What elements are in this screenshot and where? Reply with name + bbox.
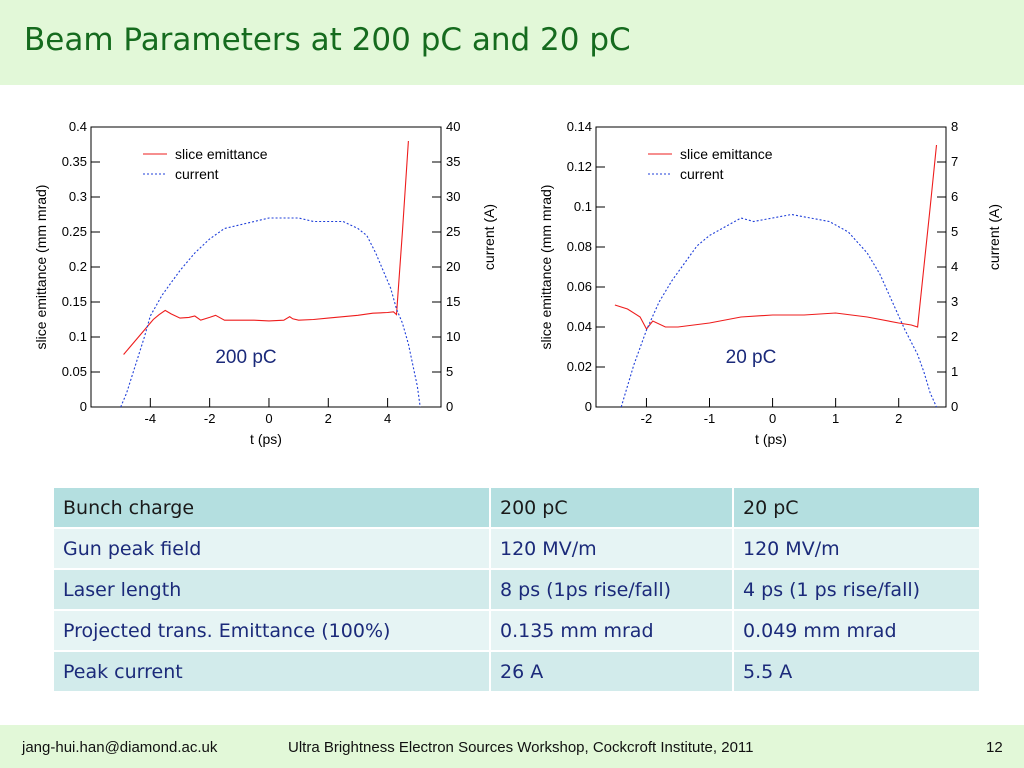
legend-label: slice emittance (680, 146, 773, 162)
y2-tick-label: 3 (951, 294, 958, 309)
y-tick-label: 0.3 (69, 189, 87, 204)
table-cell: 120 MV/m (732, 527, 981, 570)
chart-annotation: 20 pC (726, 347, 777, 368)
table-cell: 0.049 mm mrad (732, 609, 981, 652)
footer-event: Ultra Brightness Electron Sources Worksh… (288, 739, 754, 756)
y2-tick-label: 6 (951, 189, 958, 204)
slide-title: Beam Parameters at 200 pC and 20 pC (24, 22, 631, 58)
y2-tick-label: 7 (951, 154, 958, 169)
table-cell: Gun peak field (52, 527, 491, 570)
header-cell: Bunch charge (52, 486, 491, 529)
y2-tick-label: 15 (446, 294, 460, 309)
chart-annotation: 200 pC (215, 347, 276, 368)
chart-20pc: 0 0.02 0.04 0.06 0.08 0.1 0.12 0.14 0 1 2 3 4 5 6 7 8 -2 -… (538, 119, 1002, 447)
x-tick-label: -2 (204, 411, 216, 426)
series-line-slice-emittance (123, 140, 409, 355)
y2-tick-label: 5 (446, 364, 453, 379)
table-row: Peak current 26 A 5.5 A (52, 650, 981, 693)
y-tick-label: 0.08 (567, 239, 592, 254)
x-tick-label: 2 (325, 411, 332, 426)
header-cell: 20 pC (732, 486, 981, 529)
table-cell: 0.135 mm mrad (489, 609, 734, 652)
y-tick-label: 0.05 (62, 364, 87, 379)
y-tick-label: 0.4 (69, 119, 87, 134)
table-row: Gun peak field 120 MV/m 120 MV/m (52, 527, 981, 570)
y2-tick-label: 2 (951, 329, 958, 344)
x-tick-label: 0 (265, 411, 272, 426)
y2-tick-label: 5 (951, 224, 958, 239)
table-cell: 120 MV/m (489, 527, 734, 570)
x-axis-label: t (ps) (250, 431, 282, 447)
legend-label: current (680, 166, 724, 182)
y2-tick-label: 4 (951, 259, 958, 274)
x-tick-label: -1 (704, 411, 716, 426)
y-tick-label: 0.15 (62, 294, 87, 309)
table-cell: 8 ps (1ps rise/fall) (489, 568, 734, 611)
table-cell: Peak current (52, 650, 491, 693)
footer-email: jang-hui.han@diamond.ac.uk (22, 739, 218, 756)
y-tick-label: 0.14 (567, 119, 592, 134)
y2-tick-label: 30 (446, 189, 460, 204)
y-axis-label: slice emittance (mm mrad) (538, 185, 554, 350)
y2-tick-label: 25 (446, 224, 460, 239)
series-line-slice-emittance (614, 144, 938, 331)
y2-tick-label: 1 (951, 364, 958, 379)
y-tick-label: 0.1 (574, 199, 592, 214)
parameter-table: Bunch charge 200 pC 20 pC Gun peak field… (52, 486, 981, 693)
y-tick-label: 0.06 (567, 279, 592, 294)
y-tick-label: 0.12 (567, 159, 592, 174)
x-tick-label: -2 (641, 411, 653, 426)
legend-label: slice emittance (175, 146, 268, 162)
y2-tick-label: 40 (446, 119, 460, 134)
legend-label: current (175, 166, 219, 182)
y2-tick-label: 0 (951, 399, 958, 414)
x-tick-label: 1 (832, 411, 839, 426)
series-line-current (620, 213, 938, 408)
y-tick-label: 0 (585, 399, 592, 414)
y-tick-label: 0.35 (62, 154, 87, 169)
y2-tick-label: 35 (446, 154, 460, 169)
page-number: 12 (986, 739, 1003, 756)
table-cell: 4 ps (1 ps rise/fall) (732, 568, 981, 611)
table-cell: 26 A (489, 650, 734, 693)
x-tick-label: 2 (895, 411, 902, 426)
y2-tick-label: 8 (951, 119, 958, 134)
table-row: Laser length 8 ps (1ps rise/fall) 4 ps (… (52, 568, 981, 611)
title-band (0, 0, 1024, 85)
y-tick-label: 0.1 (69, 329, 87, 344)
footer-band (0, 725, 1024, 768)
y-tick-label: 0.02 (567, 359, 592, 374)
table-header-row: Bunch charge 200 pC 20 pC (52, 486, 981, 529)
table-row: Projected trans. Emittance (100%) 0.135 … (52, 609, 981, 652)
y2-axis-label: current (A) (986, 204, 1002, 270)
y-axis-label: slice emittance (mm mrad) (33, 185, 49, 350)
x-tick-label: 0 (769, 411, 776, 426)
x-axis-label: t (ps) (755, 431, 787, 447)
y-tick-label: 0.04 (567, 319, 592, 334)
y2-tick-label: 10 (446, 329, 460, 344)
header-cell: 200 pC (489, 486, 734, 529)
x-tick-label: 4 (384, 411, 391, 426)
y2-tick-label: 0 (446, 399, 453, 414)
table-cell: Projected trans. Emittance (100%) (52, 609, 491, 652)
table-cell: Laser length (52, 568, 491, 611)
y-tick-label: 0 (80, 399, 87, 414)
x-tick-label: -4 (145, 411, 157, 426)
table-cell: 5.5 A (732, 650, 981, 693)
y2-axis-label: current (A) (481, 204, 497, 270)
series-line-current (120, 217, 421, 408)
y-tick-label: 0.25 (62, 224, 87, 239)
y2-tick-label: 20 (446, 259, 460, 274)
y-tick-label: 0.2 (69, 259, 87, 274)
chart-200pc: 00.050.10.150.20.250.30.350.405101520253… (33, 119, 497, 447)
